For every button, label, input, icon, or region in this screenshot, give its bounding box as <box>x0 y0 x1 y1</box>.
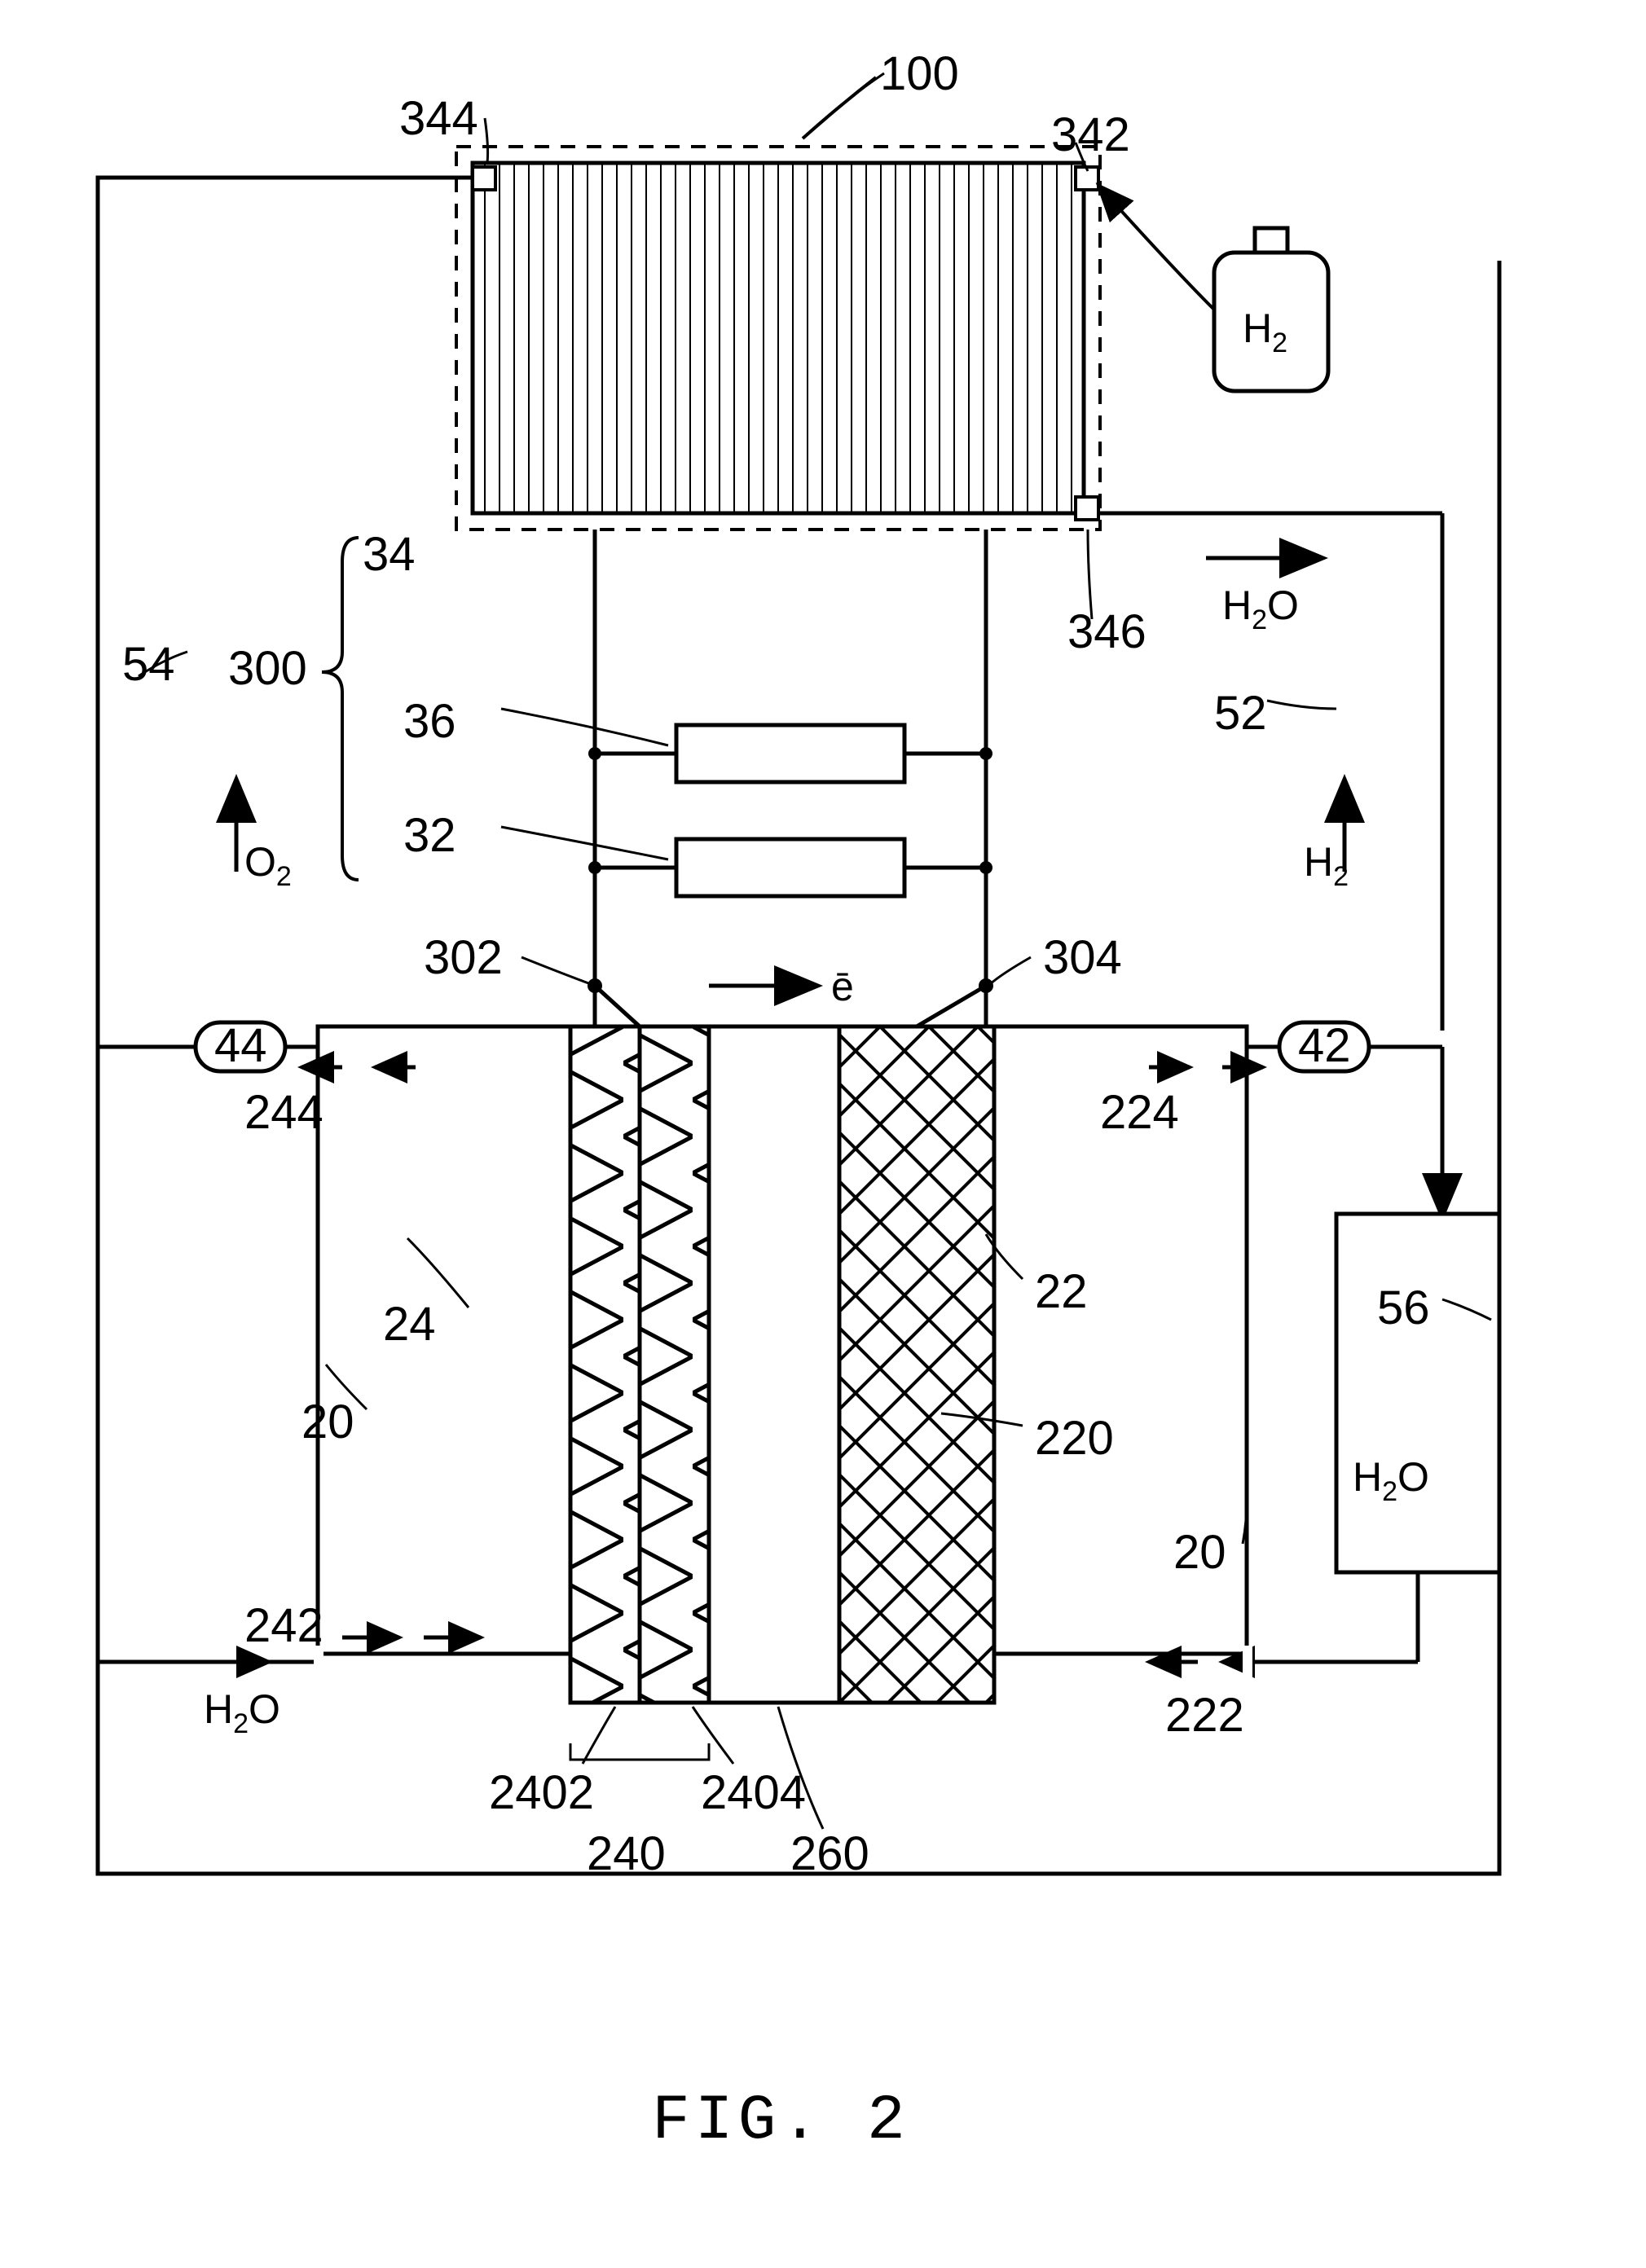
o2-line-54 <box>98 178 473 1031</box>
electrical-leads <box>588 530 993 1026</box>
chem-h2: H2 <box>1304 839 1349 892</box>
label-222: 222 <box>1165 1689 1244 1742</box>
label-20r: 20 <box>1173 1526 1226 1579</box>
h2o-outlet <box>1100 513 1442 558</box>
label-20l: 20 <box>301 1396 354 1448</box>
label-52: 52 <box>1214 687 1267 740</box>
badge-44-text: 44 <box>214 1019 267 1072</box>
label-302: 302 <box>424 931 503 984</box>
label-304: 304 <box>1043 931 1122 984</box>
label-34: 34 <box>363 528 416 581</box>
diagram-canvas: 100 344 342 34 300 36 32 54 52 346 302 3… <box>0 0 1646 2041</box>
h2-line-52 <box>1345 513 1442 1031</box>
label-240: 240 <box>587 1827 666 1880</box>
page: 100 344 342 34 300 36 32 54 52 346 302 3… <box>0 0 1646 2268</box>
label-342: 342 <box>1051 108 1130 161</box>
label-344: 344 <box>399 92 478 145</box>
label-300: 300 <box>228 642 307 695</box>
label-2404: 2404 <box>701 1766 806 1819</box>
label-22: 22 <box>1035 1265 1088 1318</box>
label-54: 54 <box>122 638 175 691</box>
figure-caption: FIG. 2 <box>652 2086 910 2157</box>
badge-42-text: 42 <box>1298 1019 1351 1072</box>
chem-ebar: ē <box>831 964 854 1009</box>
label-242: 242 <box>244 1599 323 1652</box>
label-32: 32 <box>403 809 456 862</box>
chem-h2o-out: H2O <box>1222 582 1299 635</box>
label-36: 36 <box>403 695 456 748</box>
h2-tank <box>1100 187 1328 391</box>
label-100: 100 <box>880 47 959 100</box>
label-224: 224 <box>1100 1086 1179 1139</box>
diagram-svg: 100 344 342 34 300 36 32 54 52 346 302 3… <box>0 0 1646 2037</box>
chem-o2: O2 <box>244 839 292 892</box>
brace-300 <box>322 538 359 880</box>
label-346: 346 <box>1067 605 1146 658</box>
fuel-cell-stack-34 <box>456 147 1100 530</box>
chem-h2o-in: H2O <box>204 1686 280 1739</box>
label-220: 220 <box>1035 1412 1114 1465</box>
label-260: 260 <box>790 1827 869 1880</box>
label-244: 244 <box>244 1086 323 1139</box>
label-2402: 2402 <box>489 1766 594 1819</box>
label-56: 56 <box>1377 1281 1430 1334</box>
label-24: 24 <box>383 1298 436 1351</box>
